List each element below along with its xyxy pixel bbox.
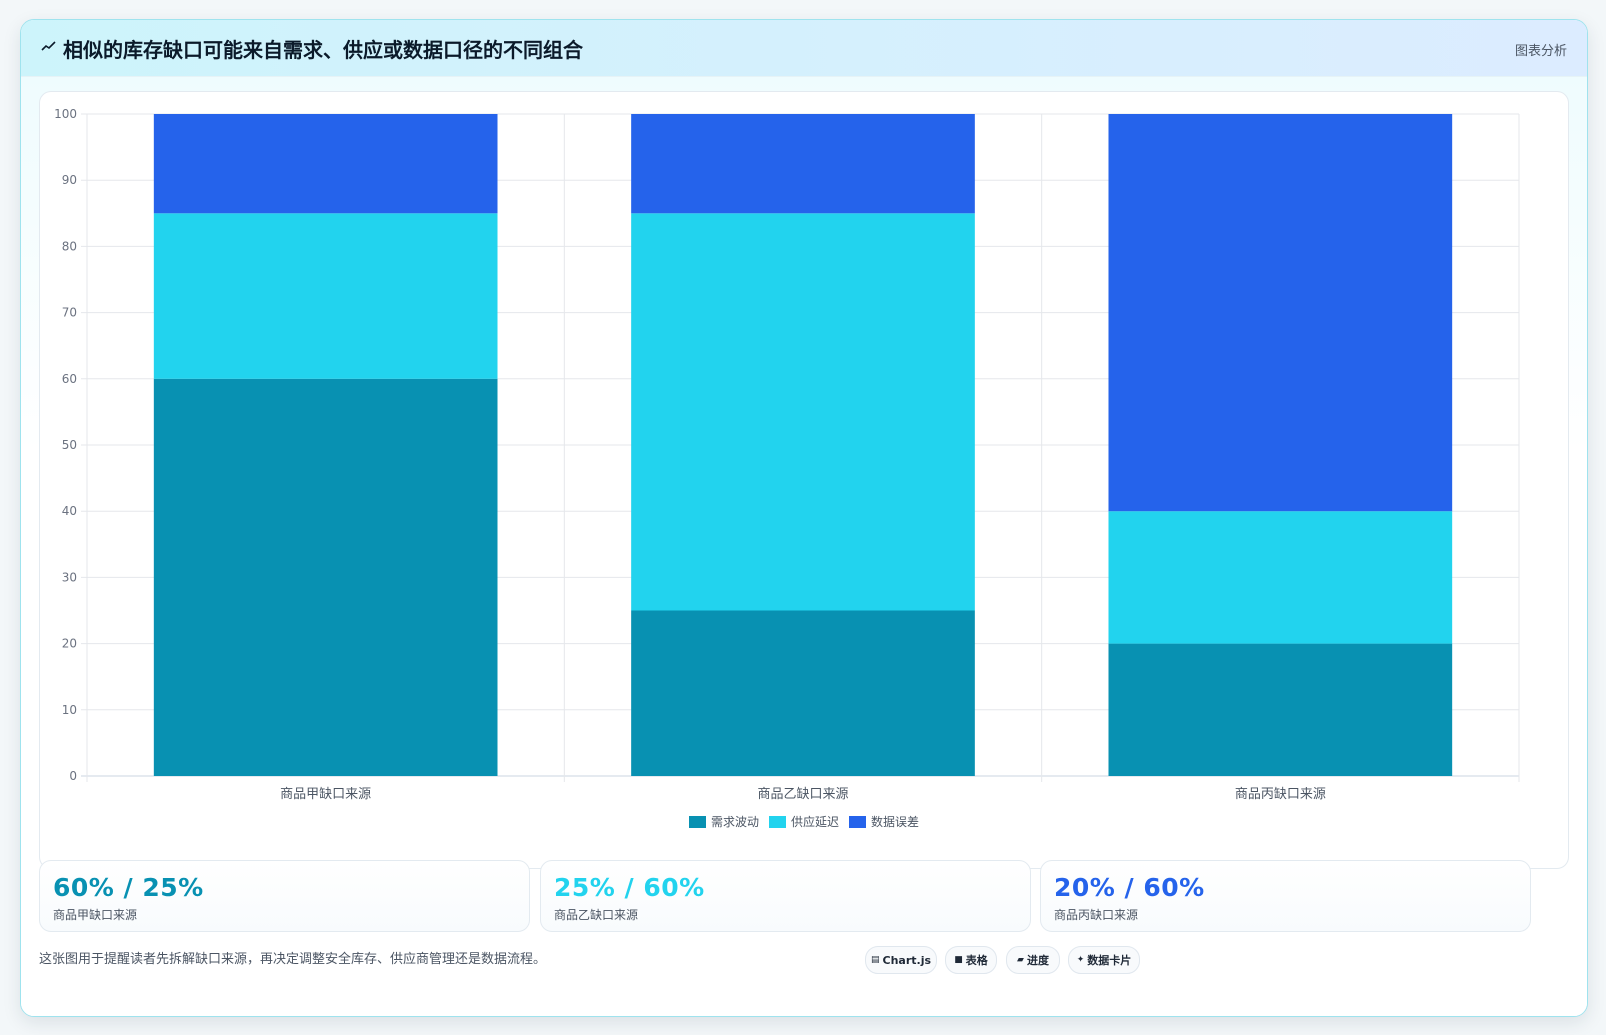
stat-value: 25% / 60% bbox=[554, 873, 705, 902]
stat-label: 商品乙缺口来源 bbox=[554, 908, 639, 922]
bar-segment bbox=[1108, 114, 1453, 512]
stat-card-3: 20% / 60% 商品丙缺口来源 bbox=[1040, 860, 1531, 932]
legend-swatch bbox=[849, 816, 866, 828]
card-icon: ✦ bbox=[1076, 955, 1085, 965]
bar-segment bbox=[153, 213, 498, 379]
y-tick-label: 20 bbox=[62, 637, 77, 651]
bar-segment bbox=[1108, 643, 1453, 776]
legend-label: 供应延迟 bbox=[791, 814, 839, 829]
stat-card-1: 60% / 25% 商品甲缺口来源 bbox=[39, 860, 530, 932]
chip-label: Chart.js bbox=[882, 953, 932, 967]
legend-label: 数据误差 bbox=[871, 814, 919, 829]
y-tick-label: 30 bbox=[62, 570, 77, 584]
y-tick-label: 100 bbox=[54, 107, 77, 121]
stacked-bar-chart: 0 10 20 30 40 50 60 70 80 90 100 商品甲缺口来源 商品乙缺口来源 商品丙缺… bbox=[54, 107, 1520, 829]
y-tick-label: 60 bbox=[62, 372, 77, 386]
chart-icon: ▤ bbox=[870, 955, 880, 965]
bar-segment bbox=[631, 114, 975, 214]
x-tick-label: 商品甲缺口来源 bbox=[280, 787, 371, 802]
x-tick-label: 商品乙缺口来源 bbox=[757, 787, 848, 802]
progress-icon: ▰ bbox=[1017, 955, 1024, 965]
x-tick-label: 商品丙缺口来源 bbox=[1235, 787, 1326, 802]
bar-segment bbox=[1108, 511, 1453, 644]
stat-value: 60% / 25% bbox=[53, 873, 204, 902]
chart-card: 相似的库存缺口可能来自需求、供应或数据口径的不同组合 图表分析 0 10 20 30 4… bbox=[20, 19, 1588, 1017]
chart-panel: 0 10 20 30 40 50 60 70 80 90 100 商品甲缺口来源 商品乙缺口来源 商品丙缺… bbox=[39, 91, 1569, 869]
bar-segment bbox=[153, 114, 498, 214]
y-tick-label: 0 bbox=[69, 769, 77, 783]
stat-label: 商品丙缺口来源 bbox=[1054, 908, 1139, 922]
chart-footnote: 这张图用于提醒读者先拆解缺口来源，再决定调整安全库存、供应商管理还是数据流程。 bbox=[39, 952, 547, 967]
bar-segment bbox=[153, 378, 498, 776]
chip-chartjs[interactable]: ▤ Chart.js bbox=[865, 946, 937, 974]
card-header: 相似的库存缺口可能来自需求、供应或数据口径的不同组合 图表分析 bbox=[21, 20, 1587, 77]
trend-line-icon bbox=[41, 41, 56, 51]
stat-label: 商品甲缺口来源 bbox=[53, 908, 138, 922]
y-tick-label: 50 bbox=[62, 438, 77, 452]
chip-data-card[interactable]: ✦ 数据卡片 bbox=[1068, 946, 1140, 974]
legend-swatch bbox=[689, 816, 706, 828]
stat-value: 20% / 60% bbox=[1054, 873, 1205, 902]
page-title: 相似的库存缺口可能来自需求、供应或数据口径的不同组合 bbox=[63, 38, 583, 62]
legend-label: 需求波动 bbox=[711, 815, 759, 829]
y-tick-label: 80 bbox=[62, 239, 77, 253]
y-tick-label: 10 bbox=[62, 703, 77, 717]
chip-label: 进度 bbox=[1026, 954, 1049, 967]
table-icon: ■ bbox=[954, 955, 963, 965]
y-tick-label: 70 bbox=[62, 306, 77, 320]
legend-swatch bbox=[769, 816, 786, 828]
bar-segment bbox=[631, 610, 975, 776]
chip-table[interactable]: ■ 表格 bbox=[945, 946, 997, 974]
stat-card-2: 25% / 60% 商品乙缺口来源 bbox=[540, 860, 1031, 932]
y-tick-label: 40 bbox=[62, 504, 77, 518]
y-tick-label: 90 bbox=[62, 173, 77, 187]
chip-label: 表格 bbox=[965, 954, 988, 967]
chip-label: 数据卡片 bbox=[1087, 954, 1132, 967]
chip-progress[interactable]: ▰ 进度 bbox=[1006, 946, 1060, 974]
chart-analysis-link[interactable]: 图表分析 bbox=[1514, 44, 1567, 59]
bar-segment bbox=[631, 213, 975, 611]
